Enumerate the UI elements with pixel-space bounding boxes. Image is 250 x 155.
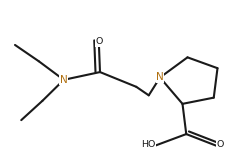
Text: N: N [60, 75, 68, 85]
Text: O: O [216, 140, 224, 149]
Text: N: N [156, 73, 164, 82]
Text: O: O [95, 37, 102, 46]
Text: HO: HO [142, 140, 156, 149]
